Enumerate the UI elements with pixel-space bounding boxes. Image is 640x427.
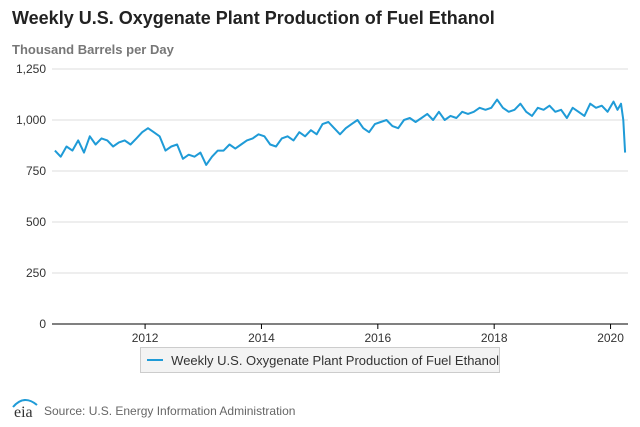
y-axis-ticks: 0 250 500 750 1,000 1,250 — [16, 62, 46, 331]
y-tick-label: 1,000 — [16, 113, 46, 127]
legend-swatch — [147, 359, 164, 361]
chart-title: Weekly U.S. Oxygenate Plant Production o… — [12, 8, 495, 28]
svg-text:eia: eia — [14, 404, 33, 420]
y-tick-label: 250 — [26, 266, 46, 280]
y-tick-label: 500 — [26, 215, 46, 229]
x-tick-label: 2018 — [481, 331, 508, 345]
x-tick-label: 2016 — [364, 331, 391, 345]
source-note: Source: U.S. Energy Information Administ… — [44, 404, 296, 418]
series-line-ethanol-production — [54, 98, 627, 166]
legend-label: Weekly U.S. Oxygenate Plant Production o… — [171, 352, 499, 368]
eia-logo-icon: eia — [12, 399, 38, 420]
y-tick-label: 1,250 — [16, 62, 46, 76]
x-axis-ticks: 2012 2014 2016 2018 2020 — [132, 324, 624, 345]
x-tick-label: 2020 — [597, 331, 624, 345]
y-tick-label: 750 — [26, 164, 46, 178]
x-tick-label: 2014 — [248, 331, 275, 345]
gridlines — [52, 68, 628, 274]
x-tick-label: 2012 — [132, 331, 159, 345]
y-units-label: Thousand Barrels per Day — [12, 42, 174, 57]
y-tick-label: 0 — [39, 317, 46, 331]
legend[interactable]: Weekly U.S. Oxygenate Plant Production o… — [140, 347, 500, 373]
